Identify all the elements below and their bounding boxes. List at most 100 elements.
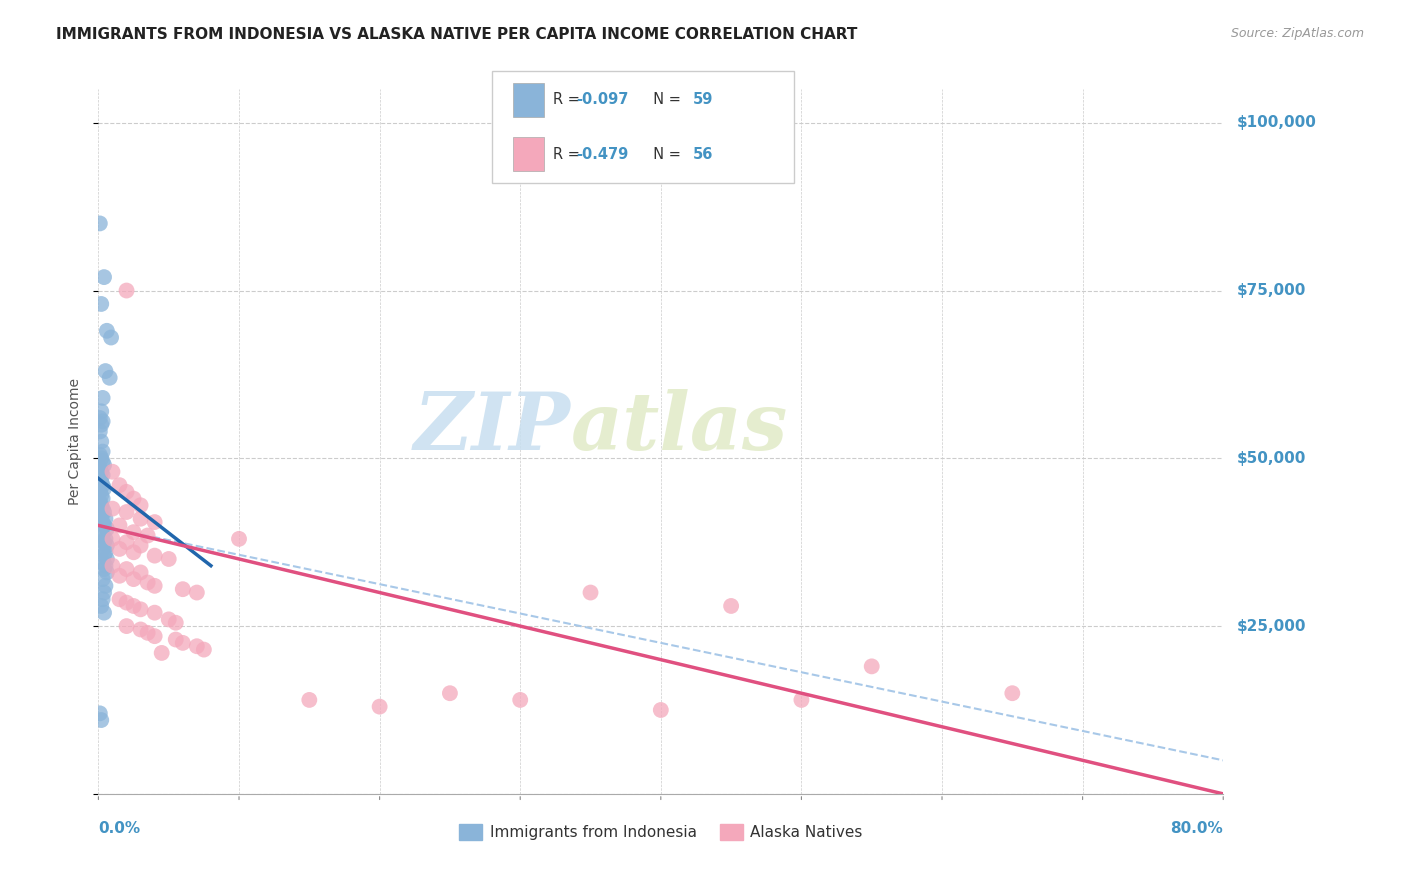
Point [93, 518, 115, 533]
Point [89, 216, 111, 230]
Point [115, 535, 138, 549]
Text: 80.0%: 80.0% [1170, 821, 1223, 836]
Point [94, 532, 117, 546]
Point [91, 592, 114, 607]
Point [90, 297, 112, 311]
Text: $100,000: $100,000 [1237, 115, 1317, 130]
Point [129, 539, 152, 553]
Text: $50,000: $50,000 [1237, 450, 1306, 466]
Point [91, 444, 114, 458]
Point [91, 528, 114, 542]
Y-axis label: Per Capita Income: Per Capita Income [67, 378, 82, 505]
Point [94, 558, 117, 573]
Point [186, 585, 208, 599]
Point [108, 568, 131, 582]
Point [143, 515, 166, 529]
Legend: Immigrants from Indonesia, Alaska Natives: Immigrants from Indonesia, Alaska Native… [453, 818, 869, 847]
Text: $25,000: $25,000 [1237, 618, 1306, 633]
Point [165, 632, 187, 647]
Point [89, 448, 111, 462]
Point [91, 541, 114, 556]
Point [228, 532, 250, 546]
Point [129, 512, 152, 526]
Point [122, 599, 145, 613]
Text: R =: R = [553, 93, 583, 107]
Point [91, 572, 114, 586]
Point [89, 461, 111, 475]
Point [90, 508, 112, 523]
Point [172, 636, 194, 650]
Point [93, 458, 115, 472]
Point [96, 324, 118, 338]
Point [157, 612, 180, 626]
Point [91, 468, 114, 483]
Point [115, 505, 138, 519]
Point [89, 484, 111, 499]
Point [143, 629, 166, 643]
Point [122, 491, 145, 506]
Point [94, 579, 117, 593]
Point [129, 566, 152, 580]
Point [89, 471, 111, 485]
Text: N =: N = [644, 147, 686, 161]
Point [93, 505, 115, 519]
Point [108, 518, 131, 533]
Point [115, 562, 138, 576]
Point [94, 545, 117, 559]
Point [91, 501, 114, 516]
Point [90, 404, 112, 418]
Point [122, 525, 145, 540]
Point [129, 498, 152, 512]
Point [143, 606, 166, 620]
Point [91, 455, 114, 469]
Point [91, 555, 114, 569]
Point [129, 602, 152, 616]
Point [96, 552, 118, 566]
Point [90, 488, 112, 502]
Point [96, 566, 118, 580]
Point [150, 646, 173, 660]
Point [108, 541, 131, 556]
Text: Source: ZipAtlas.com: Source: ZipAtlas.com [1230, 27, 1364, 40]
Point [90, 599, 112, 613]
Point [165, 615, 187, 630]
Point [93, 549, 115, 563]
Point [439, 686, 461, 700]
Point [91, 491, 114, 506]
Point [90, 475, 112, 489]
Point [94, 512, 117, 526]
Point [860, 659, 883, 673]
Point [93, 535, 115, 549]
Point [108, 592, 131, 607]
Point [90, 525, 112, 540]
Point [91, 391, 114, 405]
Point [93, 585, 115, 599]
Text: 59: 59 [693, 93, 713, 107]
Point [129, 623, 152, 637]
Point [1001, 686, 1024, 700]
Point [122, 545, 145, 559]
Text: -0.479: -0.479 [576, 147, 628, 161]
Point [90, 451, 112, 466]
Text: R =: R = [553, 147, 583, 161]
Point [143, 579, 166, 593]
Point [136, 625, 159, 640]
Point [93, 482, 115, 496]
Point [101, 558, 124, 573]
Text: N =: N = [644, 93, 686, 107]
Point [115, 619, 138, 633]
Point [101, 532, 124, 546]
Point [143, 549, 166, 563]
Point [509, 693, 531, 707]
Point [93, 562, 115, 576]
Point [90, 417, 112, 432]
Point [89, 706, 111, 721]
Point [122, 572, 145, 586]
Point [93, 270, 115, 285]
Point [650, 703, 672, 717]
Point [108, 478, 131, 492]
Text: atlas: atlas [571, 389, 789, 467]
Point [89, 411, 111, 425]
Text: 0.0%: 0.0% [98, 821, 141, 836]
Point [172, 582, 194, 597]
